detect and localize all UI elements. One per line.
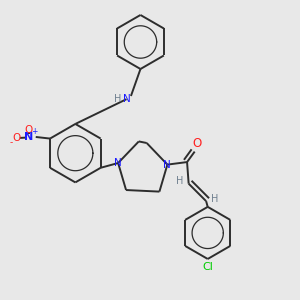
Text: Cl: Cl: [202, 262, 213, 272]
Text: N: N: [164, 160, 171, 170]
Text: H: H: [114, 94, 121, 104]
Text: O: O: [13, 133, 21, 143]
Text: +: +: [31, 128, 38, 136]
Text: O: O: [193, 137, 202, 151]
Text: N: N: [123, 94, 130, 104]
Text: H: H: [211, 194, 219, 204]
Text: N: N: [24, 132, 33, 142]
Text: -: -: [10, 138, 13, 147]
Text: H: H: [176, 176, 183, 186]
Text: N: N: [114, 158, 122, 168]
Text: O: O: [25, 125, 33, 135]
